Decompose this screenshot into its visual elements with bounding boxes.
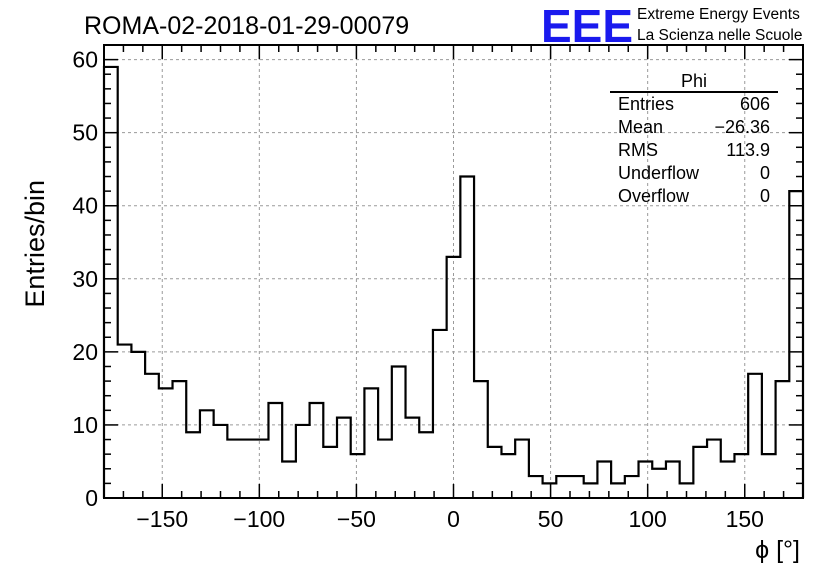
y-tick-labels: 0 10 20 30 40 50 60	[72, 47, 98, 511]
x-axis-title: ϕ [°]	[755, 536, 800, 564]
axis-ticks	[103, 44, 804, 499]
y-tick-label: 20	[72, 339, 98, 365]
stats-row-label: Overflow	[618, 186, 690, 206]
y-tick-label: 60	[72, 47, 98, 73]
histogram-step-line	[102, 65, 805, 498]
y-tick-label: 0	[85, 485, 98, 511]
run-title: ROMA-02-2018-01-29-00079	[84, 12, 409, 40]
stats-row-value: 113.9	[726, 140, 770, 160]
x-tick-label: 50	[538, 506, 564, 532]
x-tick-label: −50	[337, 506, 376, 532]
stats-row-value: −26.36	[714, 117, 770, 137]
y-tick-label: 40	[72, 193, 98, 219]
stats-row-value: 0	[760, 163, 770, 183]
eee-logo-line2: La Scienza nelle Scuole	[637, 27, 802, 44]
stats-box-title: Phi	[681, 71, 707, 91]
y-tick-label: 30	[72, 266, 98, 292]
stats-box: Phi Entries 606 Mean −26.36 RMS 113.9 Underflo…	[610, 71, 778, 206]
y-tick-label: 50	[72, 120, 98, 146]
eee-logo-line1: Extreme Energy Events	[637, 6, 800, 23]
stats-row-label: Mean	[618, 117, 663, 137]
x-tick-label: −150	[136, 506, 188, 532]
x-tick-label: 150	[726, 506, 764, 532]
stats-rows: Entries 606 Mean −26.36 RMS 113.9 Underflow 0 Ov…	[618, 94, 770, 206]
x-tick-label: −100	[233, 506, 285, 532]
stats-row-label: RMS	[618, 140, 658, 160]
y-tick-label: 10	[72, 412, 98, 438]
stats-row-label: Underflow	[618, 163, 700, 183]
stats-row-value: 606	[740, 94, 770, 114]
x-tick-label: 100	[628, 506, 666, 532]
eee-logo: EEE Extreme Energy Events La Scienza nel…	[541, 0, 802, 52]
x-tick-label: 0	[447, 506, 460, 532]
eee-logo-letters: EEE	[541, 0, 633, 52]
stats-row-value: 0	[760, 186, 770, 206]
x-tick-labels: −150 −100 −50 0 50 100 150	[136, 506, 764, 532]
stats-row-label: Entries	[618, 94, 674, 114]
plot-area: −150 −100 −50 0 50 100 150 0 10 20 30 40 50 60	[72, 44, 805, 532]
y-axis-title: Entries/bin	[20, 180, 50, 308]
